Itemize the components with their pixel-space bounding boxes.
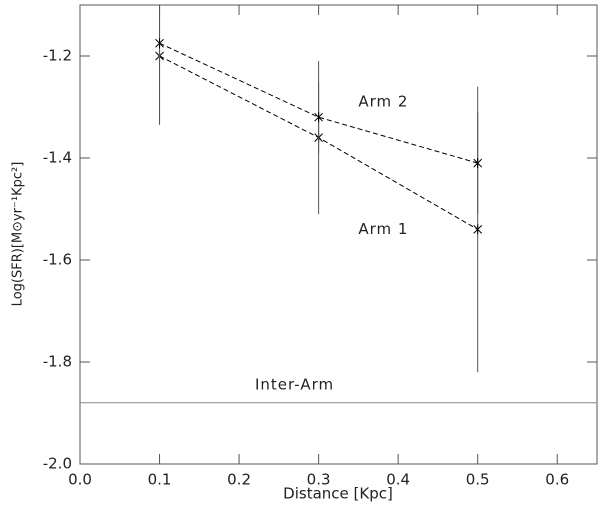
y-axis-label: Log(SFR)[M⊙yr⁻¹Kpc²] bbox=[11, 162, 26, 307]
data-point bbox=[473, 224, 483, 235]
series-label: Arm 1 bbox=[358, 220, 408, 238]
x-tick-label: 0.0 bbox=[68, 471, 92, 489]
x-tick-label: 0.2 bbox=[227, 471, 251, 489]
series-label: Arm 2 bbox=[358, 92, 408, 110]
x-tick-label: 0.1 bbox=[148, 471, 172, 489]
y-tick-label: -2.0 bbox=[43, 455, 72, 473]
x-tick-label: 0.4 bbox=[386, 471, 410, 489]
data-point bbox=[314, 112, 323, 123]
x-tick-label: 0.3 bbox=[307, 471, 331, 489]
x-tick-label: 0.6 bbox=[545, 471, 569, 489]
y-tick-label: -1.2 bbox=[43, 47, 72, 65]
data-point bbox=[473, 158, 483, 169]
x-axis-label: Distance [Kpc] bbox=[283, 485, 393, 503]
y-tick-label: -1.4 bbox=[43, 149, 72, 167]
series-line bbox=[159, 42, 478, 164]
y-tick-label: -1.6 bbox=[43, 251, 72, 269]
data-point bbox=[155, 38, 164, 49]
plot-frame bbox=[79, 4, 598, 465]
y-tick-label: -1.8 bbox=[43, 353, 72, 371]
plot-area bbox=[155, 5, 483, 373]
x-tick-label: 0.5 bbox=[466, 471, 490, 489]
reference-label: Inter-Arm bbox=[255, 375, 334, 393]
